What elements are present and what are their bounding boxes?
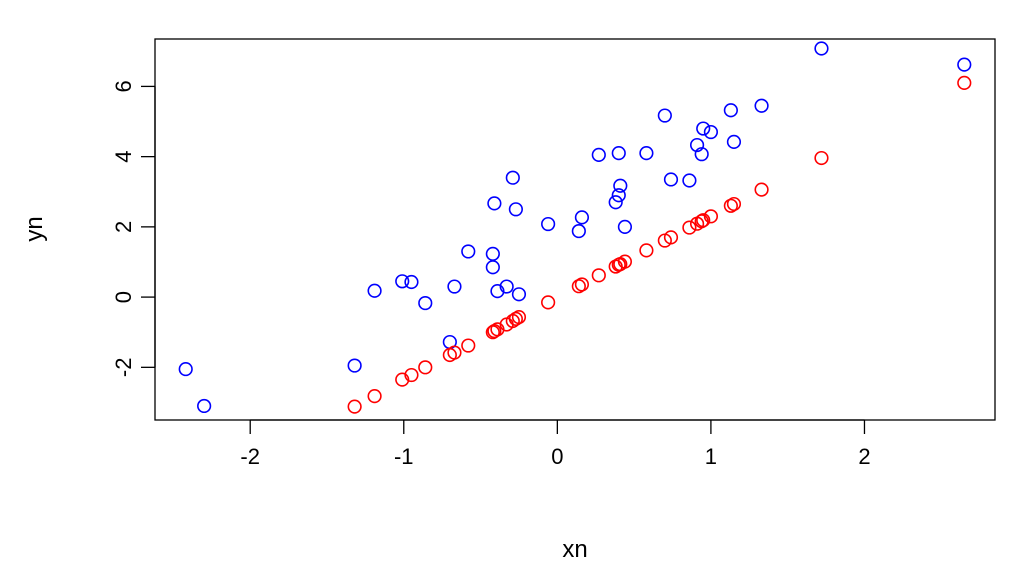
data-point: [541, 295, 556, 310]
data-point: [347, 358, 362, 373]
data-point: [663, 172, 679, 187]
data-point: [367, 283, 382, 298]
data-point: [461, 338, 476, 353]
data-points: [178, 41, 972, 414]
y-axis: -2 0 2 4 6: [111, 80, 156, 378]
data-point: [487, 196, 502, 211]
data-point: [461, 244, 476, 259]
data-point: [611, 188, 626, 203]
data-point: [499, 279, 514, 294]
x-tick-label: 1: [705, 444, 717, 469]
series-1: [178, 41, 972, 414]
data-point: [508, 202, 523, 217]
data-point: [571, 279, 586, 294]
data-point: [723, 198, 738, 213]
data-point: [703, 124, 719, 140]
data-point: [754, 98, 769, 113]
data-point: [726, 196, 742, 212]
data-point: [608, 195, 623, 210]
x-tick-label: -2: [240, 444, 260, 469]
data-point: [485, 260, 500, 275]
data-point: [541, 216, 556, 232]
plot-frame: [154, 38, 996, 421]
data-point: [639, 243, 654, 258]
data-point: [591, 268, 606, 283]
y-axis-label: yn: [21, 216, 48, 241]
data-point: [957, 75, 972, 90]
data-point: [696, 213, 711, 228]
data-point: [639, 146, 654, 161]
data-point: [347, 399, 362, 414]
data-point: [511, 310, 527, 325]
data-point: [613, 178, 628, 193]
data-point: [682, 220, 697, 235]
y-tick-label: 0: [111, 291, 136, 303]
data-point: [957, 57, 972, 72]
data-point: [418, 360, 433, 375]
data-point: [418, 295, 433, 311]
data-point: [617, 219, 633, 234]
data-point: [485, 246, 500, 262]
data-point: [490, 284, 505, 299]
data-point: [505, 170, 520, 185]
data-point: [689, 137, 705, 153]
data-point: [447, 279, 462, 294]
data-point: [726, 134, 742, 149]
data-point: [508, 311, 523, 326]
y-tick-label: -2: [111, 358, 136, 378]
data-point: [703, 209, 719, 224]
data-point: [611, 146, 626, 161]
data-point: [178, 361, 193, 377]
data-point: [395, 274, 410, 289]
data-point: [663, 230, 679, 245]
x-tick-label: 2: [858, 444, 870, 469]
data-point: [696, 121, 711, 136]
x-tick-label: -1: [394, 444, 414, 469]
data-point: [367, 389, 382, 404]
data-point: [571, 223, 586, 239]
data-point: [511, 287, 527, 302]
data-point: [591, 147, 606, 162]
data-point: [487, 324, 502, 339]
data-point: [814, 150, 829, 166]
y-tick-label: 2: [111, 221, 136, 233]
data-point: [814, 41, 829, 56]
data-point: [404, 367, 419, 383]
data-point: [404, 274, 419, 290]
y-tick-label: 4: [111, 151, 136, 163]
data-point: [574, 277, 590, 292]
data-point: [574, 210, 590, 225]
x-axis-label: xn: [562, 536, 587, 563]
data-point: [723, 103, 738, 118]
x-axis: -2 -1 0 1 2: [240, 419, 871, 469]
data-point: [617, 254, 633, 269]
y-tick-label: 6: [111, 80, 136, 92]
data-point: [447, 345, 462, 360]
data-point: [395, 372, 410, 387]
x-tick-label: 0: [551, 444, 563, 469]
data-point: [197, 398, 212, 414]
series-2: [347, 75, 972, 414]
data-point: [657, 108, 672, 123]
data-point: [754, 182, 769, 197]
data-point: [694, 147, 709, 162]
data-point: [682, 173, 697, 188]
